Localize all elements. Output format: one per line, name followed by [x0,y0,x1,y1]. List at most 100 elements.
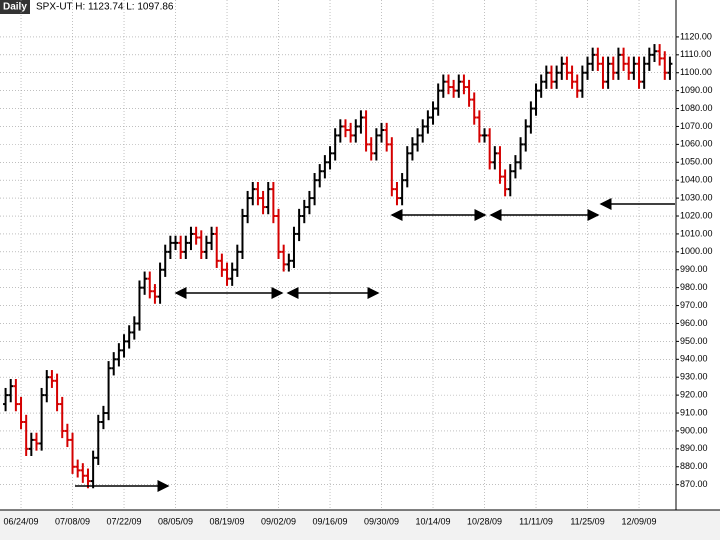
ohlc-bar [59,396,65,439]
ohlc-bar [44,370,50,403]
ohlc-bar [64,423,70,448]
ohlc-bar [512,155,518,179]
y-tick-label: 1040.00 [680,175,713,185]
y-tick-label: 1120.00 [680,31,712,41]
x-tick-label: 08/19/09 [210,516,245,526]
ohlc-bar [523,119,529,152]
x-tick-label: 06/24/09 [4,516,39,526]
y-tick-label: 1000.00 [680,246,713,256]
ohlc-bar [358,110,364,134]
x-tick-label: 09/16/09 [313,516,348,526]
ohlc-bar [476,110,482,143]
ohlc-bar [507,164,513,197]
ohlc-bar [342,119,348,138]
ohlc-bar [662,51,668,80]
ohlc-bar [528,101,534,134]
ohlc-bar [327,146,333,170]
x-tick-label: 11/25/09 [570,516,604,526]
ohlc-bar [80,463,86,483]
ohlc-bar [209,226,215,251]
ohlc-bar [631,56,637,80]
ohlc-bar [265,181,271,215]
ohlc-bar [363,110,369,152]
interval-box [0,0,30,14]
ohlc-bar [260,190,266,215]
ohlc-bar [245,190,251,224]
ohlc-bar [384,122,390,152]
ohlc-bar [420,119,426,143]
ohlc-bar [415,128,421,152]
grid [0,0,676,510]
ohlc-bar [482,128,488,143]
ohlc-bar [409,137,415,161]
ohlc-bar [39,387,45,451]
ohlc-bar [198,230,204,259]
ohlc-bar [605,56,611,89]
ohlc-bar [646,47,652,71]
ohlc-bar [373,128,379,161]
ohlc-bar [75,459,81,478]
x-tick-label: 07/22/09 [107,516,142,526]
ohlc-bar [579,65,585,98]
ohlc-bar [3,387,9,412]
chart-title: SPX-UT H: 1123.74 L: 1097.86 [36,2,174,13]
ohlc-bar [106,361,112,421]
ohlc-bar [142,271,148,295]
x-tick-label: 07/08/09 [55,516,90,526]
ohlc-bar [445,74,451,95]
ohlc-bar [23,414,29,457]
ohlc-bar [394,181,400,206]
ohlc-bar [626,56,632,80]
y-tick-label: 1020.00 [680,210,713,220]
x-tick-label: 10/14/09 [416,516,451,526]
ohlc-bar [54,373,60,412]
ohlc-bar [203,235,209,259]
ohlc-bar [430,101,436,125]
ohlc-bar [610,56,616,80]
ohlc-bar [157,262,163,304]
interval: Daily [3,2,27,13]
ohlc-bar [131,316,137,340]
x-tick-label: 09/02/09 [261,516,296,526]
ohlc-bar [234,244,240,277]
ohlc-bar [466,79,472,107]
ohlc-bar [497,146,503,184]
ohlc-bar [636,56,642,89]
ohlc-bar [281,244,287,272]
y-tick-label: 1070.00 [680,121,713,131]
ohlc-bar [548,65,554,89]
ohlc-bar [173,235,179,251]
ohlc-bar [569,65,575,89]
ohlc-bar [291,226,297,268]
x-tick-label: 11/11/09 [519,516,553,526]
ohlc-bar [641,56,647,89]
ohlc-bar [559,56,565,80]
ohlc-bar [651,44,657,62]
y-tick-label: 920.00 [680,389,708,399]
y-tick-label: 930.00 [680,372,708,382]
y-tick-label: 1060.00 [680,139,713,149]
ohlc-bar [471,92,477,125]
ohlc-bar [255,181,261,206]
ohlc-bar [193,226,199,245]
x-tick-label: 08/05/09 [158,516,193,526]
y-tick-label: 880.00 [680,461,708,471]
ohlc-bar [239,208,245,259]
y-tick-label: 1100.00 [680,67,712,77]
ohlc-bar [518,137,524,170]
ohlc-bar [224,262,230,286]
ohlc-bar [183,235,189,259]
ohlc-bar [538,74,544,98]
ohlc-bar [621,47,627,71]
ohlc-bar [286,253,292,272]
ohlc-bar [353,119,359,143]
y-tick-label: 1030.00 [680,192,713,202]
ohlc-bar [657,44,663,66]
ohlc-bar [389,137,395,197]
ohlc-bar [399,173,405,206]
ohlc-bar [425,110,431,134]
ohlc-bar [229,262,235,286]
y-tick-label: 1050.00 [680,157,713,167]
